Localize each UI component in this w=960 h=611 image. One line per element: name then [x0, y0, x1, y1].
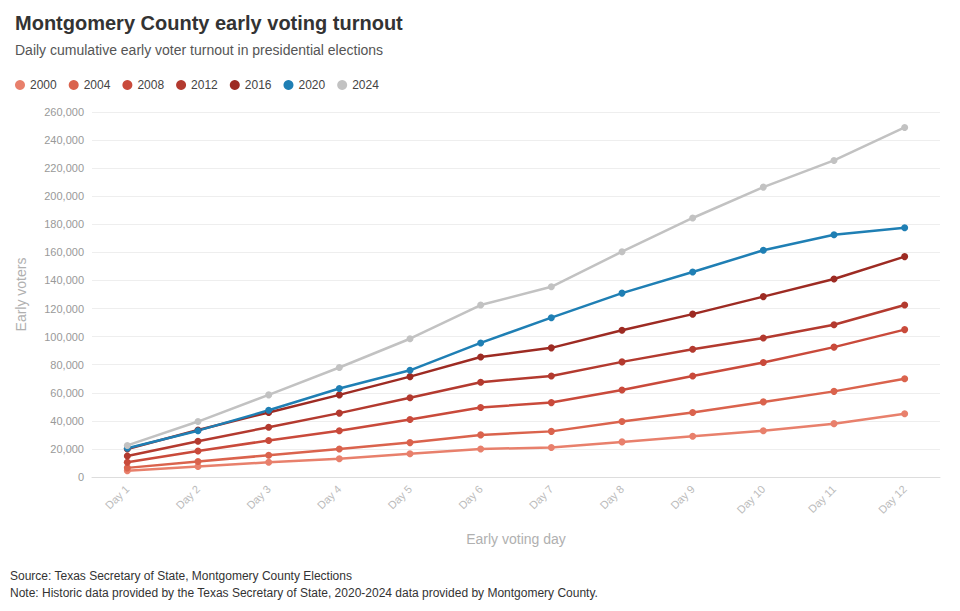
svg-text:Day 6: Day 6 [456, 483, 485, 512]
svg-text:260,000: 260,000 [44, 106, 84, 118]
svg-text:Early voters: Early voters [13, 258, 29, 332]
svg-text:100,000: 100,000 [44, 331, 84, 343]
svg-text:Early voting day: Early voting day [466, 531, 566, 547]
svg-text:160,000: 160,000 [44, 246, 84, 258]
svg-text:20,000: 20,000 [50, 443, 84, 455]
svg-text:Day 11: Day 11 [806, 483, 839, 516]
svg-text:Day 8: Day 8 [597, 483, 626, 512]
svg-text:Day 3: Day 3 [244, 483, 273, 512]
svg-text:0: 0 [78, 471, 84, 483]
svg-text:220,000: 220,000 [44, 162, 84, 174]
svg-text:Day 10: Day 10 [734, 483, 767, 516]
html-text:Source: Texas Secretary of Sta: Source: Texas Secretary of State, Montgo… [10, 569, 352, 583]
svg-text:2000: 2000 [30, 78, 57, 92]
svg-text:180,000: 180,000 [44, 218, 84, 230]
svg-text:2008: 2008 [137, 78, 164, 92]
svg-text:200,000: 200,000 [44, 190, 84, 202]
svg-text:2024: 2024 [352, 78, 379, 92]
svg-text:40,000: 40,000 [50, 415, 84, 427]
svg-text:140,000: 140,000 [44, 274, 84, 286]
svg-text:Day 5: Day 5 [385, 483, 414, 512]
svg-text:2016: 2016 [245, 78, 272, 92]
svg-text:Montgomery County early voting: Montgomery County early voting turnout [15, 12, 403, 34]
svg-text:Day 2: Day 2 [173, 483, 202, 512]
svg-text:2004: 2004 [84, 78, 111, 92]
svg-text:80,000: 80,000 [50, 359, 84, 371]
svg-text:2012: 2012 [191, 78, 218, 92]
svg-text:Day 12: Day 12 [876, 483, 909, 516]
svg-text:Day 4: Day 4 [315, 483, 344, 512]
svg-text:120,000: 120,000 [44, 303, 84, 315]
svg-text:240,000: 240,000 [44, 134, 84, 146]
svg-text:60,000: 60,000 [50, 387, 84, 399]
svg-text:Day 1: Day 1 [103, 483, 132, 512]
html-text:Note: Historic data provided b: Note: Historic data provided by the Texa… [10, 586, 598, 600]
svg-text:Daily cumulative early voter t: Daily cumulative early voter turnout in … [15, 42, 383, 58]
svg-text:Day 9: Day 9 [668, 483, 697, 512]
svg-text:2020: 2020 [298, 78, 325, 92]
svg-text:Day 7: Day 7 [527, 483, 556, 512]
